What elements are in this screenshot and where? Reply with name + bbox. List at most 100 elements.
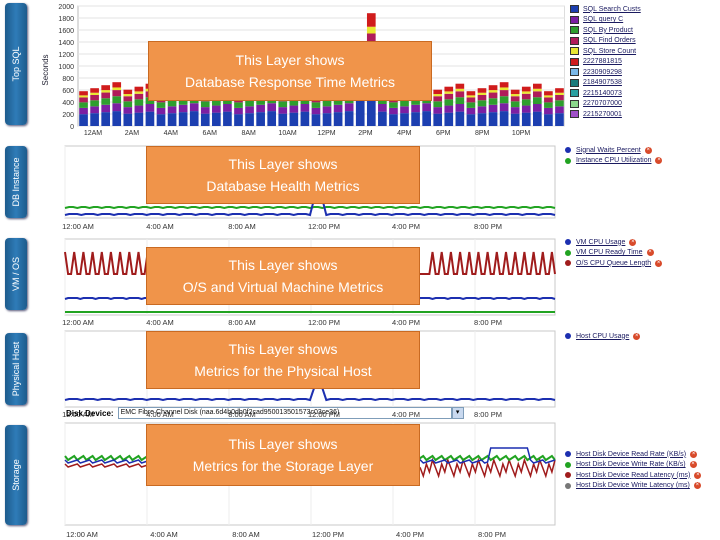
bar-segment <box>544 114 553 126</box>
close-icon[interactable]: × <box>655 259 663 267</box>
legend-item[interactable]: Host CPU Usage × <box>565 331 641 342</box>
x-tick-label: 4PM <box>397 130 412 137</box>
bar-segment <box>444 112 454 126</box>
bar-segment <box>455 91 465 98</box>
bar-segment <box>510 96 520 102</box>
bar-segment <box>278 101 288 108</box>
bar-segment <box>212 105 221 113</box>
bar-segment <box>267 103 277 112</box>
x-tick-label: 12:00 AM <box>62 318 94 327</box>
close-icon[interactable]: × <box>655 157 663 165</box>
legend-item[interactable]: 2215140073 <box>570 88 641 99</box>
bar-segment <box>378 111 387 126</box>
close-icon[interactable]: × <box>690 450 698 458</box>
legend-item[interactable]: Host Disk Device Write Latency (ms) × <box>565 481 701 492</box>
legend-label: Host CPU Usage <box>576 332 630 340</box>
legend-item[interactable]: Instance CPU Utilization × <box>565 156 663 167</box>
bar-segment <box>267 111 277 126</box>
legend-label: Host Disk Device Write Latency (ms) <box>576 482 690 490</box>
legend-item[interactable]: 2270707000 <box>570 99 641 110</box>
x-tick-label: 2AM <box>125 130 140 137</box>
db-instance-legend: Signal Waits Percent × Instance CPU Utiliz… <box>565 145 663 167</box>
legend-item[interactable]: VM CPU Usage × <box>565 237 662 248</box>
bar-segment <box>433 94 443 97</box>
close-icon[interactable]: × <box>646 249 654 257</box>
bar-segment <box>510 94 520 97</box>
bar-segment <box>112 111 122 126</box>
legend-label: 2215270001 <box>583 110 622 118</box>
close-icon[interactable]: × <box>644 146 652 154</box>
legend-swatch <box>570 68 579 77</box>
bar-segment <box>389 114 398 126</box>
tab-physical-host[interactable]: Physical Host <box>5 333 27 405</box>
legend-swatch <box>570 47 579 56</box>
x-tick-label: 12:00 AM <box>62 222 94 231</box>
legend-item[interactable]: 2230909298 <box>570 67 641 78</box>
bar-segment <box>555 92 564 96</box>
storage-legend: Host Disk Device Read Rate (KB/s) × Host D… <box>565 449 702 492</box>
legend-item[interactable]: SQL Find Orders <box>570 36 641 47</box>
legend-swatch <box>565 333 571 340</box>
close-icon[interactable]: × <box>689 461 697 469</box>
bar-segment <box>289 112 299 126</box>
bar-segment <box>411 112 420 126</box>
x-tick-label: 10AM <box>278 130 296 137</box>
bar-segment <box>400 113 409 126</box>
tab-db-instance-label: DB Instance <box>11 157 21 207</box>
legend-item[interactable]: 2227881815 <box>570 57 641 68</box>
bar-segment <box>234 107 243 115</box>
overlay-vm-os-line2: O/S and Virtual Machine Metrics <box>182 279 384 295</box>
legend-swatch <box>565 482 571 489</box>
bar-segment <box>156 107 166 115</box>
bar-segment <box>411 104 420 113</box>
tab-top-sql[interactable]: Top SQL <box>5 3 27 125</box>
chevron-down-icon[interactable]: ▾ <box>451 407 464 419</box>
legend-item[interactable]: SQL query C <box>570 15 641 26</box>
tab-storage[interactable]: Storage <box>5 425 27 525</box>
bar-segment <box>278 107 288 114</box>
bar-segment <box>521 112 531 126</box>
legend-item[interactable]: Host Disk Device Write Rate (KB/s) × <box>565 460 701 471</box>
bar-segment <box>422 111 431 126</box>
legend-item[interactable]: VM CPU Ready Time × <box>565 248 662 259</box>
legend-item[interactable]: SQL By Product <box>570 25 641 36</box>
tab-vm-os[interactable]: VM / OS <box>5 238 27 310</box>
disk-device-select[interactable]: EMC Fibre Channel Disk (naa.6d4b0db0f2ca… <box>117 407 452 419</box>
legend-item[interactable]: O/S CPU Queue Length × <box>565 258 663 269</box>
close-icon[interactable]: × <box>694 471 702 479</box>
tab-db-instance[interactable]: DB Instance <box>5 146 27 218</box>
bar-segment <box>322 113 332 126</box>
legend-item[interactable]: SQL Search Custs <box>570 4 641 15</box>
bar-segment <box>344 103 354 112</box>
legend-item[interactable]: Host Disk Device Read Latency (ms) × <box>565 470 702 481</box>
bar-segment <box>444 86 454 92</box>
y-tick-label: 1400 <box>58 40 74 47</box>
bar-segment <box>466 114 476 126</box>
bar-segment <box>521 105 531 113</box>
bar-segment <box>466 102 476 108</box>
y-tick-label: 800 <box>62 76 74 83</box>
bar-segment <box>134 93 144 100</box>
bar-segment <box>400 100 409 107</box>
y-tick-label: 400 <box>62 100 74 107</box>
legend-item[interactable]: 2215270001 <box>570 109 641 120</box>
bar-segment <box>90 88 99 93</box>
tab-storage-label: Storage <box>11 459 21 491</box>
bar-segment <box>477 100 487 107</box>
bar-segment <box>101 98 111 105</box>
legend-item[interactable]: Host Disk Device Read Rate (KB/s) × <box>565 449 701 460</box>
legend-label: 2227881815 <box>583 58 622 66</box>
close-icon[interactable]: × <box>633 332 641 340</box>
close-icon[interactable]: × <box>693 482 701 490</box>
close-icon[interactable]: × <box>629 238 637 246</box>
bar-segment <box>466 95 476 98</box>
bar-segment <box>79 95 88 98</box>
bar-segment <box>123 96 133 102</box>
legend-item[interactable]: 2184907538 <box>570 78 641 89</box>
bar-segment <box>79 114 88 126</box>
legend-item[interactable]: Signal Waits Percent × <box>565 145 662 156</box>
legend-label: 2184907538 <box>583 79 622 87</box>
vm-os-legend: VM CPU Usage × VM CPU Ready Time × O/S CPU Q… <box>565 237 663 269</box>
bar-segment <box>333 104 343 113</box>
legend-item[interactable]: SQL Store Count <box>570 46 641 57</box>
